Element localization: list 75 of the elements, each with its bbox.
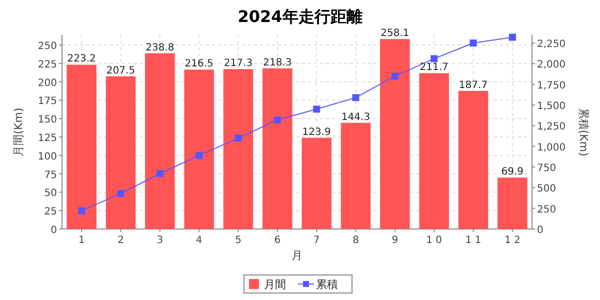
bar [262, 68, 292, 229]
bar [458, 90, 488, 229]
data-label: 123.9 [302, 126, 331, 138]
bar [106, 76, 136, 229]
point [352, 94, 360, 102]
point [470, 40, 477, 47]
x-tick-label: 6 [274, 235, 281, 246]
data-label: 238.8 [146, 42, 174, 54]
x-tick-label: 2 [118, 235, 124, 246]
point [234, 134, 242, 142]
y-axis-title: 月間(Km) [12, 108, 25, 156]
y2-tick-label: 0 [537, 225, 544, 236]
bar [340, 122, 371, 229]
point [430, 55, 438, 62]
point [196, 152, 203, 159]
point [156, 170, 164, 178]
legend-label: 月間 [264, 278, 286, 291]
data-label: 144.3 [341, 112, 370, 123]
bar [223, 69, 254, 229]
x-tick-label: 9 [392, 235, 398, 246]
bar [66, 64, 96, 229]
y-tick-label: 225 [38, 59, 57, 70]
x-tick-label: 8 [352, 235, 359, 246]
bar [419, 73, 449, 229]
x-tick-label: 7 [313, 235, 320, 246]
data-label: 217.3 [224, 58, 253, 70]
data-label: 223.2 [67, 54, 96, 65]
y-tick-label: 200 [38, 78, 57, 89]
data-label: 187.7 [458, 80, 488, 91]
data-label: 207.5 [106, 65, 136, 76]
x-tick-label: 4 [196, 235, 202, 246]
x-tick-label: 1 0 [426, 235, 442, 246]
point [391, 72, 398, 80]
bar [498, 178, 528, 229]
y2-tick-label: 500 [537, 184, 556, 195]
y2-tick-label: 1,750 [537, 80, 566, 92]
y-tick-label: 75 [44, 170, 57, 181]
data-label: 211.7 [420, 62, 448, 74]
x-tick-label: 1 [78, 235, 85, 246]
x-tick-label: 5 [235, 235, 242, 246]
y-tick-label: 150 [38, 114, 57, 126]
bar [184, 70, 214, 229]
point [117, 190, 124, 197]
y-tick-label: 125 [38, 133, 57, 144]
y-tick-label: 100 [38, 151, 57, 162]
y2-tick-label: 2,250 [537, 39, 566, 50]
y-tick-label: 25 [44, 206, 57, 218]
y2-tick-label: 250 [537, 204, 556, 216]
chart-title: 2024年走行距離 [238, 7, 362, 26]
y2-tick-label: 2,000 [537, 60, 566, 71]
x-tick-label: 3 [156, 235, 164, 246]
bar [145, 53, 175, 229]
y-tick-label: 50 [44, 188, 57, 200]
x-tick-label: 1 2 [504, 235, 520, 246]
bar [302, 138, 332, 229]
point [274, 116, 281, 124]
y2-tick-label: 1,250 [537, 122, 566, 133]
y-tick-label: 0 [50, 225, 57, 236]
data-label: 218.3 [263, 57, 292, 68]
data-label: 69.9 [501, 166, 524, 178]
y2-tick-label: 1,000 [537, 142, 566, 154]
x-tick-label: 1 1 [465, 235, 482, 246]
y-tick-label: 175 [38, 96, 57, 108]
data-label: 258.1 [380, 28, 410, 40]
point [508, 34, 516, 41]
point [78, 207, 86, 214]
data-label: 216.5 [184, 58, 214, 70]
point [313, 106, 320, 113]
y2-tick-label: 1,500 [537, 101, 566, 112]
bar [380, 39, 410, 229]
x-axis-title: 月 [292, 249, 302, 262]
legend-label: 累積 [316, 278, 338, 291]
y2-axis-title: 累積(Km) [577, 108, 590, 156]
y2-tick-label: 750 [537, 163, 556, 174]
y-tick-label: 250 [38, 41, 57, 52]
